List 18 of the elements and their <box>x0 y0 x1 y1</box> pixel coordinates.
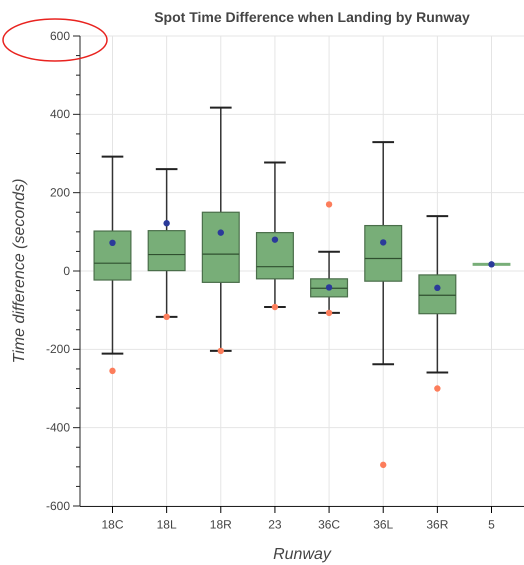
y-tick-label: 400 <box>50 107 70 122</box>
y-tick-label: 0 <box>63 264 70 278</box>
y-tick-label: -400 <box>46 420 70 435</box>
x-tick-label: 36C <box>318 518 340 532</box>
y-tick-label: -600 <box>46 498 70 513</box>
x-tick-label: 18R <box>210 518 232 532</box>
y-tick-label: -200 <box>46 342 70 356</box>
y-tick-label: 600 <box>50 28 70 43</box>
y-axis-title: Time difference (seconds) <box>11 178 28 364</box>
x-tick-label: 18C <box>101 518 124 532</box>
x-tick-label: 18L <box>156 518 177 532</box>
x-axis-title: Runway <box>273 546 332 563</box>
y-tick-label: 200 <box>50 186 70 200</box>
x-tick-label: 23 <box>268 518 282 532</box>
x-tick-label: 36L <box>373 518 394 532</box>
x-tick-label: 36R <box>426 518 449 532</box>
chart-title: Spot Time Difference when Landing by Runway <box>154 9 470 25</box>
x-tick-label: 5 <box>488 518 496 532</box>
